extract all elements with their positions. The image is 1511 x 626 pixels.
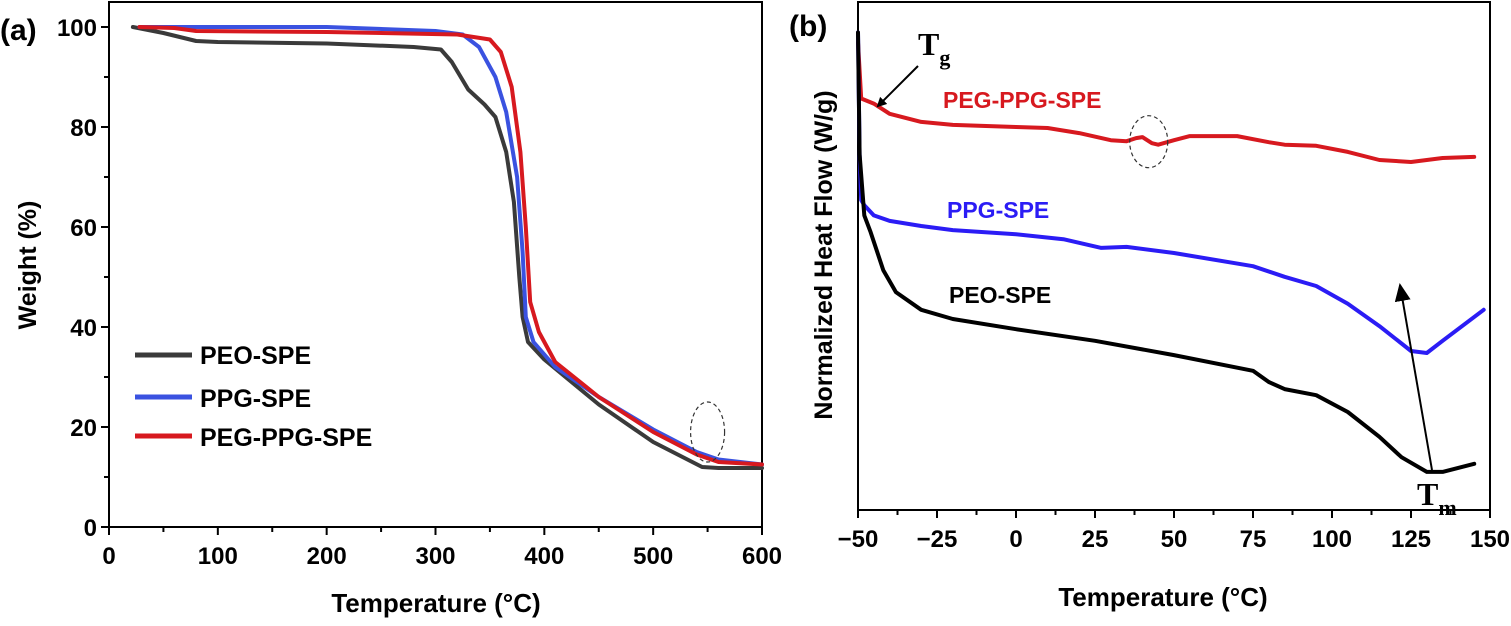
panel-b-x-tick-label: 75 [1240,526,1267,553]
panel-a-y-axis-label: Weight (%) [14,201,42,330]
panel-a-x-tick-label: 0 [102,543,115,570]
series-label-peo: PEO-SPE [949,282,1051,308]
tg-annotation: Tg [918,26,950,70]
panel-a-y-tick-label: 60 [70,215,97,242]
panel-a-label: (a) [0,14,37,47]
legend-label-peo: PEO-SPE [200,342,311,370]
panel-b-x-tick-label: 100 [1312,526,1352,553]
series-label-pegppg: PEG-PPG-SPE [943,87,1101,113]
panel-a-x-tick-label: 100 [198,543,238,570]
panel-a-x-tick-label: 300 [415,543,455,570]
panel-b-y-axis-label: Normalized Heat Flow (W/g) [810,90,838,419]
panel-b-x-tick-label: −50 [838,526,879,553]
legend-label-pegppg: PEG-PPG-SPE [200,424,372,452]
legend-label-ppg: PPG-SPE [200,385,311,413]
panel-b-series-ppg-spe [856,30,1486,355]
tm-annotation: Tm [1417,476,1457,520]
panel-a-series-peg-ppg-spe [137,25,764,467]
panel-a-y-tick-label: 80 [70,115,97,142]
panel-b-x-tick-label: 150 [1470,526,1510,553]
panel-a-x-tick-label: 200 [307,543,347,570]
panel-b-x-tick-label: 125 [1391,526,1431,553]
panel-b-series-peo-spe [856,30,1477,474]
panel-b-frame [857,1,1491,511]
panel-a-tga: (a) 0 100 200 300 400 500 600 0 20 40 60 80 100 Temp… [0,1,782,618]
panel-a-y-tick-label: 0 [84,515,97,542]
panel-b-x-axis-label: Temperature (°C) [1058,582,1267,612]
panel-b-series-peg-ppg-spe [856,40,1477,164]
panel-a-series-peo-spe [130,25,764,470]
panel-a-highlight-ellipse [689,401,726,463]
panel-a-legend: PEO-SPE PPG-SPE PEG-PPG-SPE [135,342,372,452]
panel-a-y-tick-label: 100 [57,15,97,42]
tg-arrow [876,65,919,108]
panel-b-x-tick-label: 0 [1009,526,1022,553]
panel-a-x-tick-label: 600 [742,543,782,570]
panel-b-x-tick-label: 25 [1082,526,1109,553]
panel-a-x-axis-label: Temperature (°C) [331,588,540,618]
series-label-ppg: PPG-SPE [947,197,1049,223]
tm-arrow [1394,283,1433,471]
panel-b-highlight-ellipse [1129,115,1169,169]
panel-b-dsc: (b) −50 −25 0 25 50 75 100 125 150 Temperature (… [789,1,1510,612]
panel-a-y-tick-label: 20 [70,415,97,442]
panel-b-x-tick-label: 50 [1161,526,1188,553]
panel-b-x-tick-label: −25 [917,526,958,553]
panel-a-y-tick-label: 40 [70,315,97,342]
panel-a-x-tick-label: 500 [633,543,673,570]
panel-a-x-tick-label: 400 [524,543,564,570]
panel-b-label: (b) [789,10,827,43]
